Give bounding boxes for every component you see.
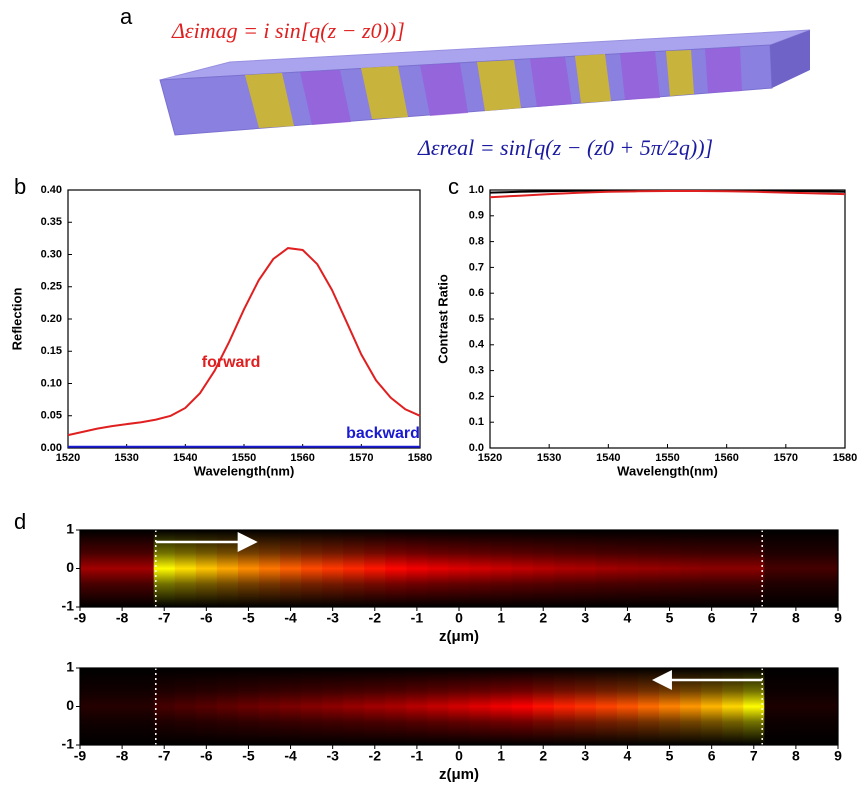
- plot-frame: [489, 189, 846, 449]
- x-tick-label: 2: [539, 610, 547, 626]
- panel-label: b: [14, 174, 26, 199]
- y-tick-label: -1: [62, 598, 75, 614]
- y-tick-label: 0.2: [469, 390, 484, 402]
- x-tick-label: 6: [708, 748, 716, 764]
- x-tick-label: -1: [411, 610, 424, 626]
- x-tick-label: 1560: [714, 452, 738, 464]
- waveguide-illustration: [159, 29, 811, 136]
- y-tick-label: -1: [62, 736, 75, 752]
- x-tick-label: 1580: [408, 452, 432, 464]
- x-tick-label: 5: [666, 748, 674, 764]
- x-tick-label: -9: [74, 610, 87, 626]
- panel-label: d: [14, 509, 26, 534]
- y-tick-label: 1: [66, 659, 74, 675]
- x-tick-label: 4: [624, 610, 632, 626]
- x-tick-label: 3: [581, 610, 589, 626]
- x-tick-label: 5: [666, 610, 674, 626]
- y-tick-label: 0.00: [41, 442, 62, 454]
- y-tick-label: 0.0: [469, 442, 484, 454]
- x-axis-label: Wavelength(nm): [194, 463, 295, 478]
- y-tick-label: 0.5: [469, 313, 484, 325]
- x-tick-label: 0: [455, 610, 463, 626]
- x-tick-label: 8: [792, 748, 800, 764]
- panel-label: c: [448, 174, 459, 199]
- x-tick-label: -9: [74, 748, 87, 764]
- y-tick-label: 0.8: [469, 236, 484, 248]
- y-tick-label: 0.05: [41, 410, 62, 422]
- x-tick-label: 2: [539, 748, 547, 764]
- x-tick-label: -8: [116, 748, 129, 764]
- x-tick-label: 1560: [290, 452, 314, 464]
- y-tick-label: 0.9: [469, 210, 484, 222]
- y-tick-label: 1.0: [469, 184, 484, 196]
- x-axis-label: z(μm): [439, 766, 479, 783]
- y-axis-label: Contrast Ratio: [435, 274, 450, 364]
- x-tick-label: -3: [326, 610, 339, 626]
- x-tick-label: -4: [284, 748, 297, 764]
- y-tick-label: 0.6: [469, 287, 484, 299]
- y-tick-label: 0.30: [41, 248, 62, 260]
- y-tick-label: 0: [66, 697, 74, 713]
- y-tick-label: 0.15: [41, 345, 62, 357]
- x-tick-label: -7: [158, 610, 171, 626]
- y-tick-label: 0: [66, 559, 74, 575]
- x-tick-label: 1570: [774, 452, 798, 464]
- equation-imag: Δεimag = i sin[q(z − z0))]: [171, 18, 405, 43]
- y-tick-label: 0.3: [469, 365, 484, 377]
- x-tick-label: 1540: [596, 452, 620, 464]
- x-tick-label: 3: [581, 748, 589, 764]
- y-tick-label: 1: [66, 521, 74, 537]
- x-tick-label: -2: [369, 748, 382, 764]
- series-label: forward: [202, 354, 261, 371]
- plot-frame: [67, 189, 421, 449]
- x-tick-label: -6: [200, 748, 213, 764]
- x-tick-label: -4: [284, 610, 297, 626]
- x-tick-label: -3: [326, 748, 339, 764]
- y-tick-label: 0.40: [41, 184, 62, 196]
- x-tick-label: 1540: [173, 452, 197, 464]
- x-tick-label: 6: [708, 610, 716, 626]
- x-tick-label: -8: [116, 610, 129, 626]
- x-tick-label: 4: [624, 748, 632, 764]
- y-axis-label: Reflection: [9, 288, 24, 351]
- y-tick-label: 0.7: [469, 261, 484, 273]
- x-tick-label: 1: [497, 610, 505, 626]
- x-tick-label: 9: [834, 748, 842, 764]
- x-tick-label: 7: [750, 748, 758, 764]
- series-line: [67, 247, 421, 437]
- series-label: backward: [346, 425, 420, 442]
- x-tick-label: -5: [242, 748, 255, 764]
- x-axis-label: z(μm): [439, 628, 479, 645]
- x-tick-label: 1530: [537, 452, 561, 464]
- x-tick-label: -2: [369, 610, 382, 626]
- panel-label: a: [120, 4, 133, 29]
- y-tick-label: 0.20: [41, 313, 62, 325]
- y-tick-label: 0.10: [41, 377, 62, 389]
- x-tick-label: -6: [200, 610, 213, 626]
- x-tick-label: 1530: [114, 452, 138, 464]
- x-tick-label: -1: [411, 748, 424, 764]
- x-tick-label: -5: [242, 610, 255, 626]
- x-tick-label: 1550: [655, 452, 679, 464]
- x-axis-label: Wavelength(nm): [617, 463, 718, 478]
- x-tick-label: 1570: [349, 452, 373, 464]
- x-tick-label: 1550: [232, 452, 256, 464]
- y-tick-label: 0.1: [469, 416, 484, 428]
- equation-real: Δεreal = sin[q(z − (z0 + 5π/2q))]: [417, 135, 713, 160]
- x-tick-label: 7: [750, 610, 758, 626]
- x-tick-label: 0: [455, 748, 463, 764]
- x-tick-label: 1520: [56, 452, 80, 464]
- x-tick-label: 1: [497, 748, 505, 764]
- y-tick-label: 0.25: [41, 281, 62, 293]
- y-tick-label: 0.35: [41, 216, 62, 228]
- y-tick-label: 0.4: [469, 339, 485, 351]
- series-line: [489, 190, 846, 199]
- x-tick-label: 8: [792, 610, 800, 626]
- x-tick-label: 1520: [478, 452, 502, 464]
- x-tick-label: 9: [834, 610, 842, 626]
- x-tick-label: -7: [158, 748, 171, 764]
- x-tick-label: 1580: [833, 452, 857, 464]
